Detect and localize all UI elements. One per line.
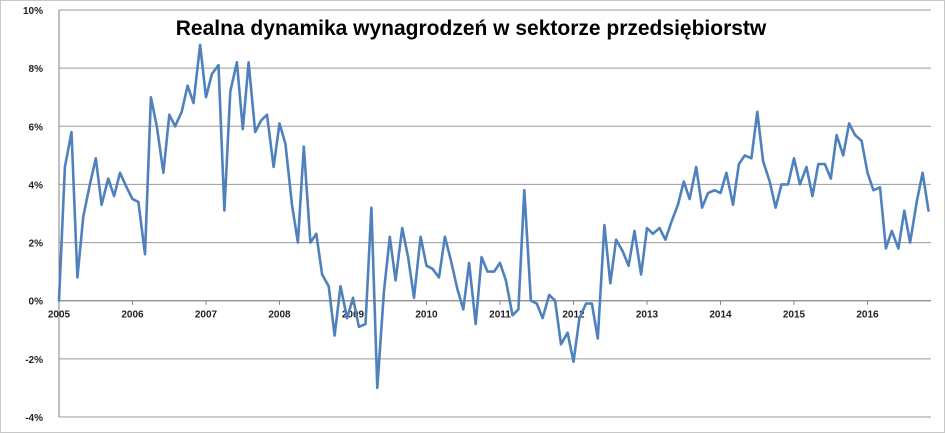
y-tick-label: 8% — [29, 64, 44, 75]
x-tick-label: 2012 — [562, 310, 585, 321]
series-line — [57, 43, 930, 390]
y-axis-ticks: -4% -2% 0% 2% 4% 6% 8% 10% — [23, 6, 43, 424]
x-tick-label: 2007 — [195, 310, 218, 321]
y-tick-label: 0% — [29, 297, 44, 308]
x-tick-label: 2013 — [636, 310, 659, 321]
x-tick-label: 2011 — [489, 310, 511, 321]
gridlines — [59, 9, 931, 418]
y-tick-label: -2% — [25, 355, 43, 366]
x-tick-label: 2016 — [856, 310, 879, 321]
x-tick-label: 2010 — [415, 310, 438, 321]
x-tick-label: 2014 — [709, 310, 732, 321]
y-tick-label: 10% — [23, 6, 43, 17]
y-tick-label: 2% — [29, 239, 44, 250]
y-tick-label: 4% — [29, 180, 44, 191]
chart-title: Realna dynamika wynagrodzeń w sektorze p… — [176, 17, 767, 40]
x-tick-label: 2015 — [783, 310, 806, 321]
y-tick-label: 6% — [29, 122, 44, 133]
x-tick-label: 2009 — [342, 310, 365, 321]
x-tick-label: 2006 — [121, 310, 144, 321]
y-tick-label: -4% — [25, 413, 43, 424]
x-tick-label: 2008 — [268, 310, 291, 321]
series-layer — [57, 43, 930, 390]
